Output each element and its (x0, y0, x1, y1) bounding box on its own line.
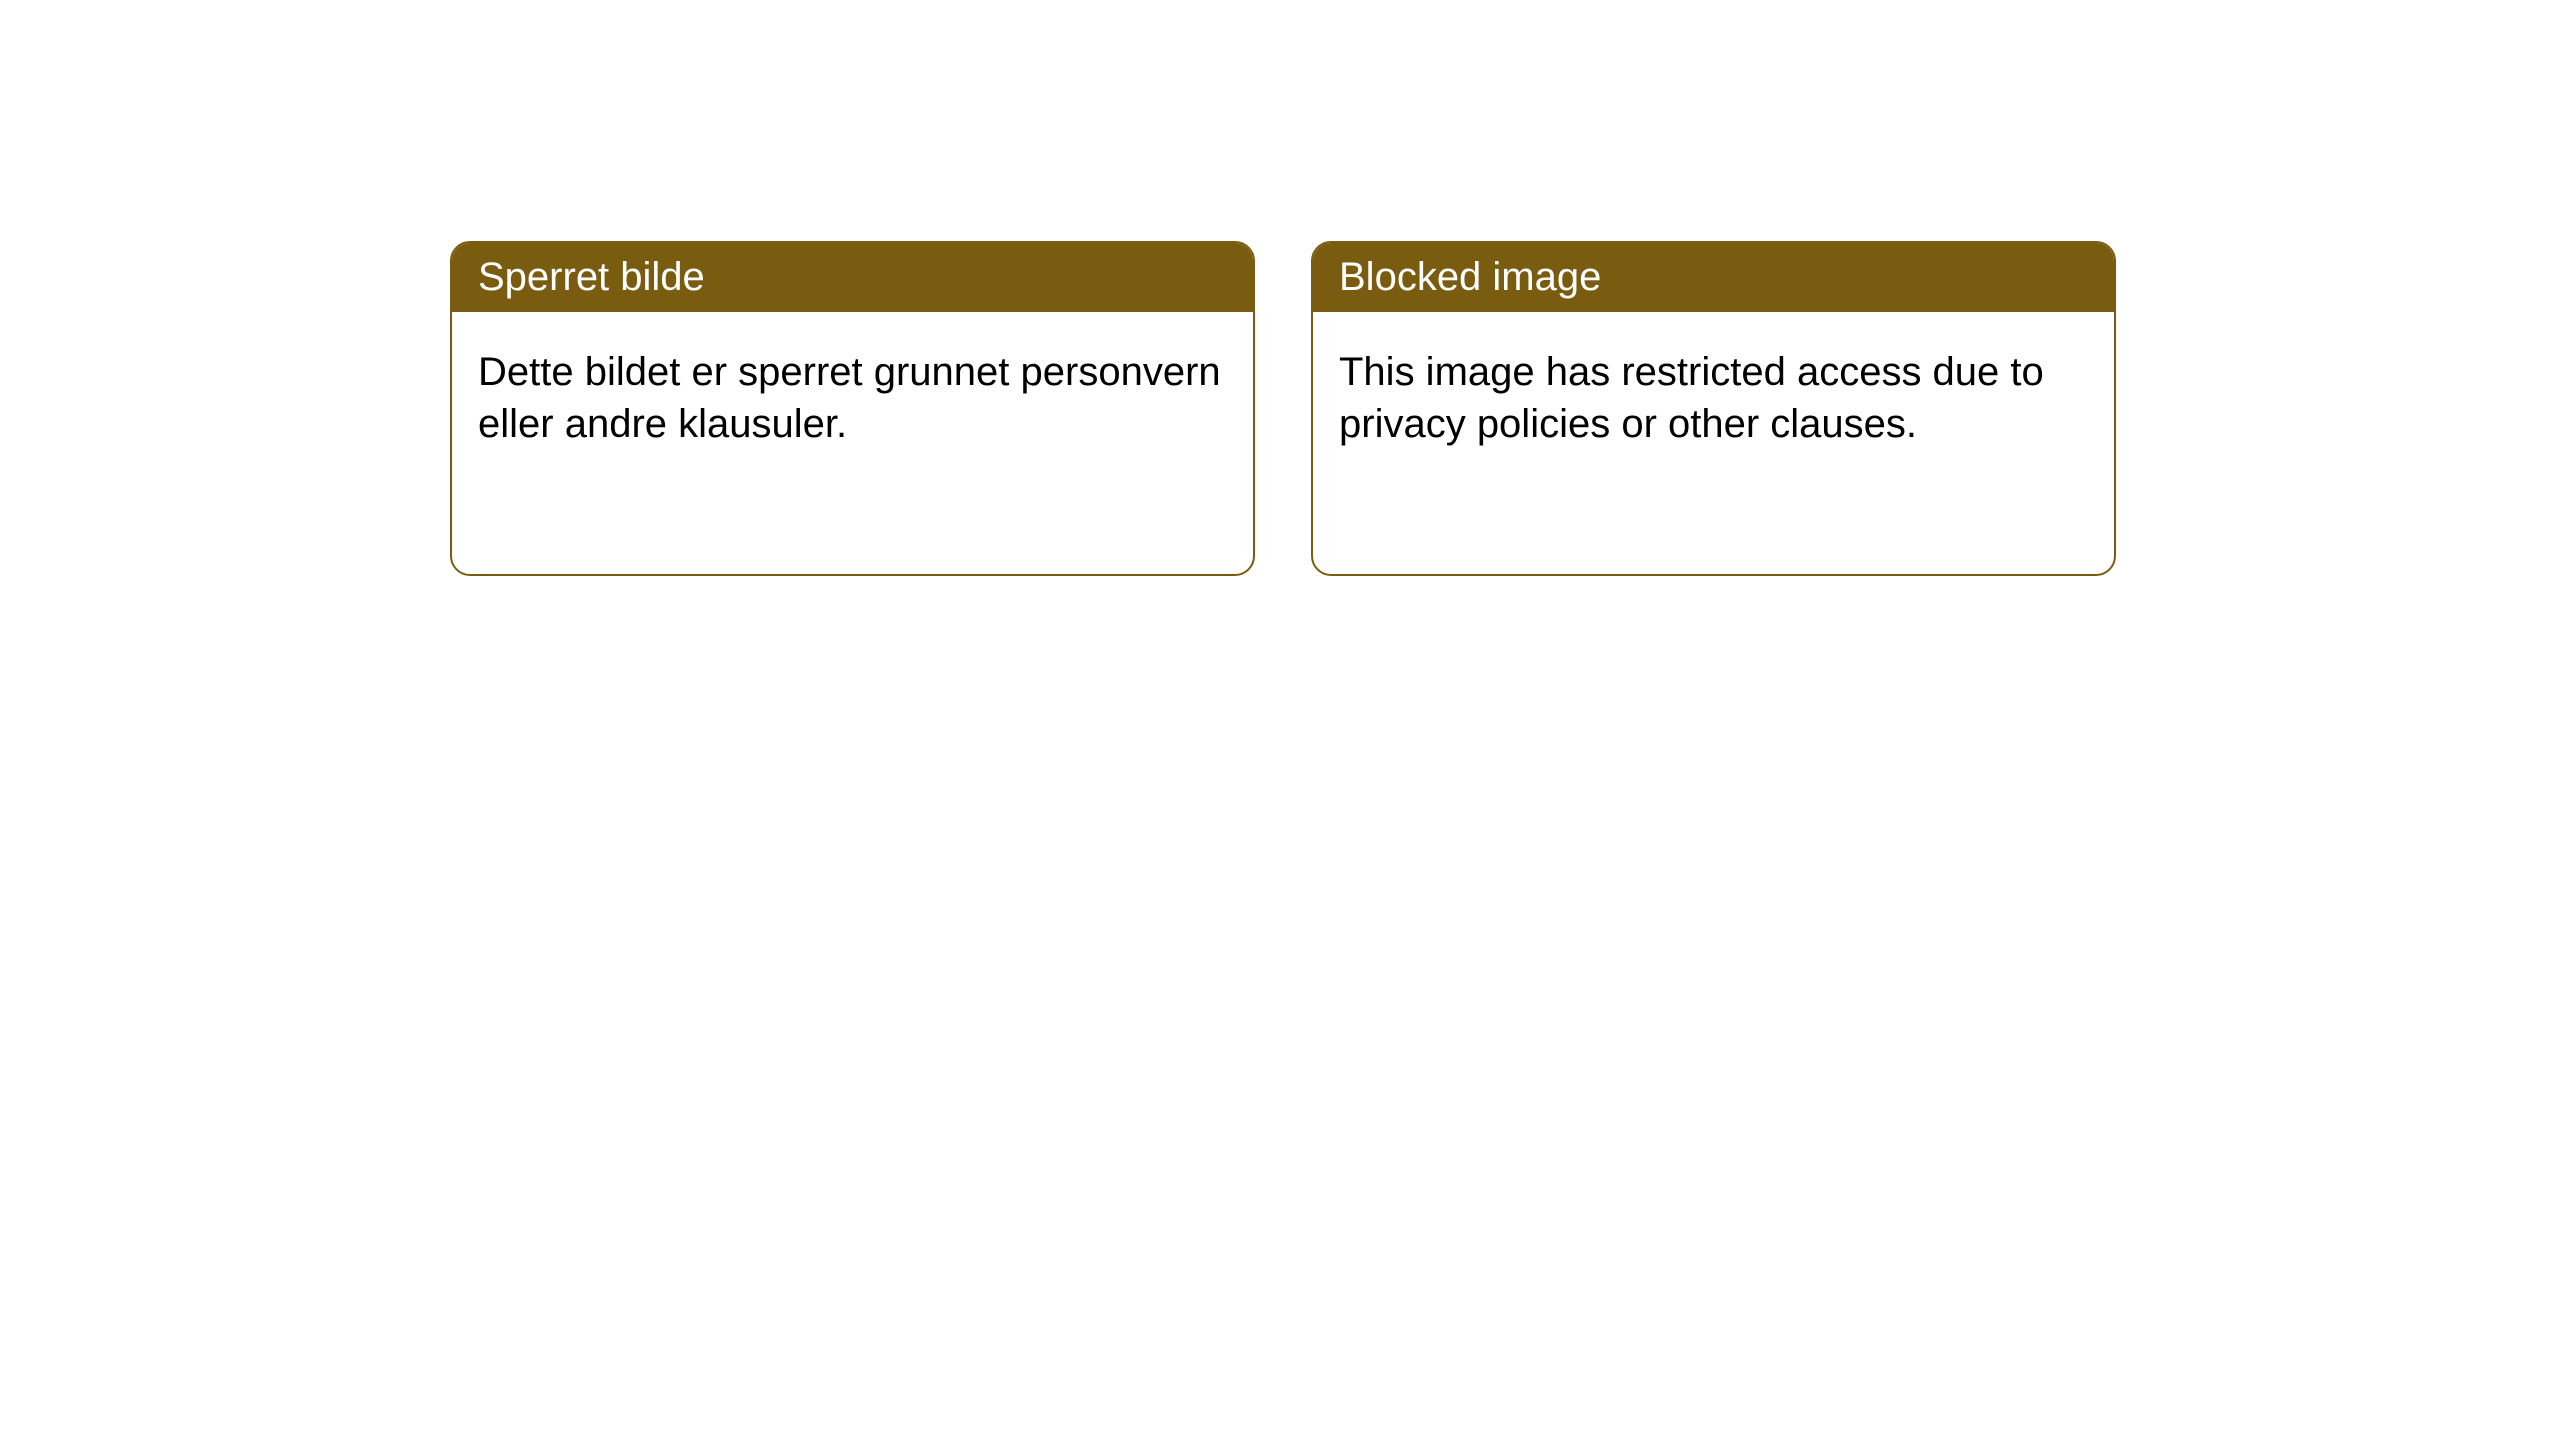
card-body: Dette bildet er sperret grunnet personve… (452, 312, 1253, 484)
card-header: Sperret bilde (452, 243, 1253, 312)
card-body-text: Dette bildet er sperret grunnet personve… (478, 350, 1221, 446)
card-header: Blocked image (1313, 243, 2114, 312)
card-title: Sperret bilde (478, 255, 705, 299)
card-body: This image has restricted access due to … (1313, 312, 2114, 484)
card-body-text: This image has restricted access due to … (1339, 350, 2044, 446)
notice-card-norwegian: Sperret bilde Dette bildet er sperret gr… (450, 241, 1255, 576)
notice-card-english: Blocked image This image has restricted … (1311, 241, 2116, 576)
card-title: Blocked image (1339, 255, 1601, 299)
notice-card-container: Sperret bilde Dette bildet er sperret gr… (450, 241, 2560, 576)
